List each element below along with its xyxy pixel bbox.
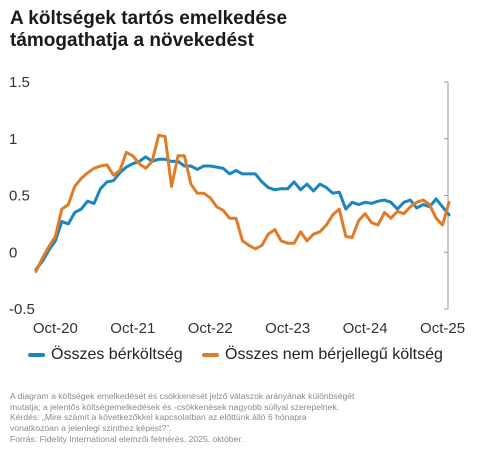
x-tick-label: Oct-21 [110, 320, 155, 337]
footnote-line-4: vonatkozóan a jelenlegi szinthez képest?… [10, 423, 172, 434]
x-tick-label: Oct-22 [188, 320, 233, 337]
x-tick-label: Oct-25 [420, 320, 465, 337]
y-tick-label: 0 [9, 244, 17, 261]
y-tick-label: -0.5 [9, 301, 35, 318]
chart-title: A költségek tartós emelkedése támogathat… [10, 8, 470, 52]
x-tick-label: Oct-20 [33, 320, 78, 337]
footnote-source: Forrás: Fidelity International elemzői f… [10, 433, 244, 444]
legend-item-wage-costs: Összes bérköltség [28, 346, 183, 364]
line-chart: 1.5 1 0.5 0 -0.5 Oct-20 Oct-21 Oct-22 Oct-23 Oct-… [9, 74, 465, 337]
y-tick-label: 1.5 [9, 74, 30, 91]
series-line-wage-costs [34, 155, 451, 271]
x-tick-label: Oct-24 [343, 320, 388, 337]
chart-footnote: A diagram a költségek emelkedését és csö… [10, 391, 470, 445]
x-tick-label: Oct-23 [265, 320, 310, 337]
series-line-non-wage-costs [34, 133, 451, 273]
y-tick-label: 1 [9, 131, 17, 148]
chart-legend: Összes bérköltség Összes nem bérjellegű … [10, 346, 470, 370]
legend-label-non-wage-costs: Összes nem bérjellegű költség [225, 346, 443, 363]
legend-label-wage-costs: Összes bérköltség [51, 346, 183, 363]
footnote-line-2: mutatja; a jelentős költségemelkedések é… [10, 401, 340, 412]
chart-title-line-2: támogathatja a növekedést [10, 30, 254, 51]
legend-swatch-non-wage-costs [202, 353, 219, 357]
footnote-line-3: Kérdés: „Mire számít a következőkkel kap… [10, 412, 307, 423]
legend-swatch-wage-costs [28, 353, 45, 357]
footnote-line-1: A diagram a költségek emelkedését és csö… [10, 391, 355, 401]
legend-item-non-wage-costs: Összes nem bérjellegű költség [202, 346, 443, 364]
chart-title-line-1: A költségek tartós emelkedése [10, 8, 288, 29]
y-tick-label: 0.5 [9, 188, 30, 205]
